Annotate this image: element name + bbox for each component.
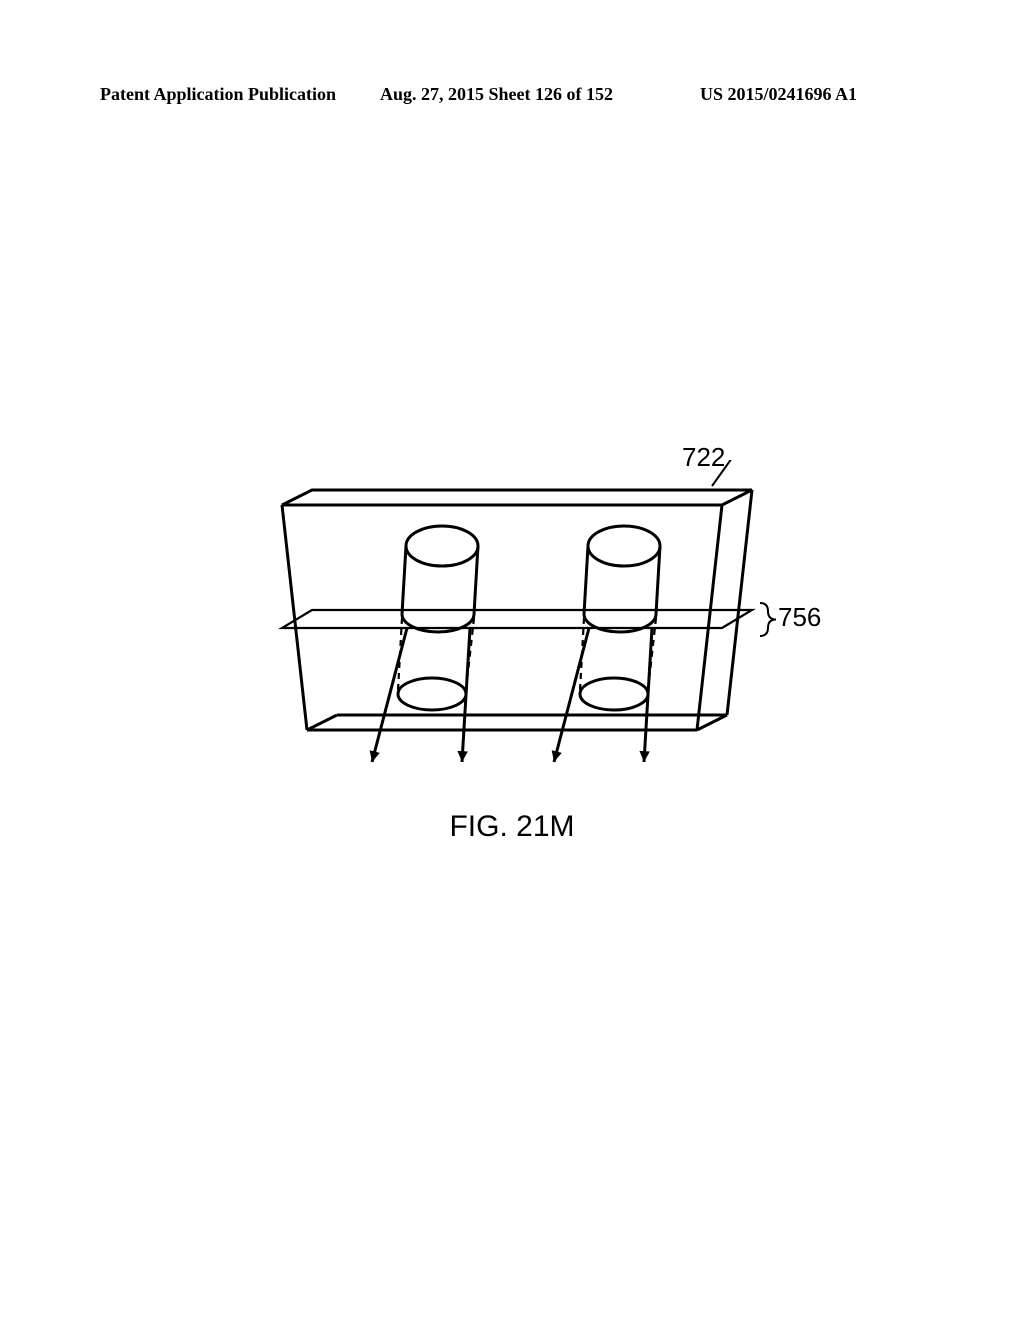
header-left: Patent Application Publication: [100, 84, 336, 105]
ref-756-label: 756: [778, 602, 821, 633]
header-right: US 2015/0241696 A1: [700, 84, 857, 105]
figure-svg: [252, 460, 812, 800]
figure-caption: FIG. 21M: [0, 810, 1024, 844]
header-center: Aug. 27, 2015 Sheet 126 of 152: [380, 84, 613, 105]
ref-722-label: 722: [682, 442, 725, 473]
